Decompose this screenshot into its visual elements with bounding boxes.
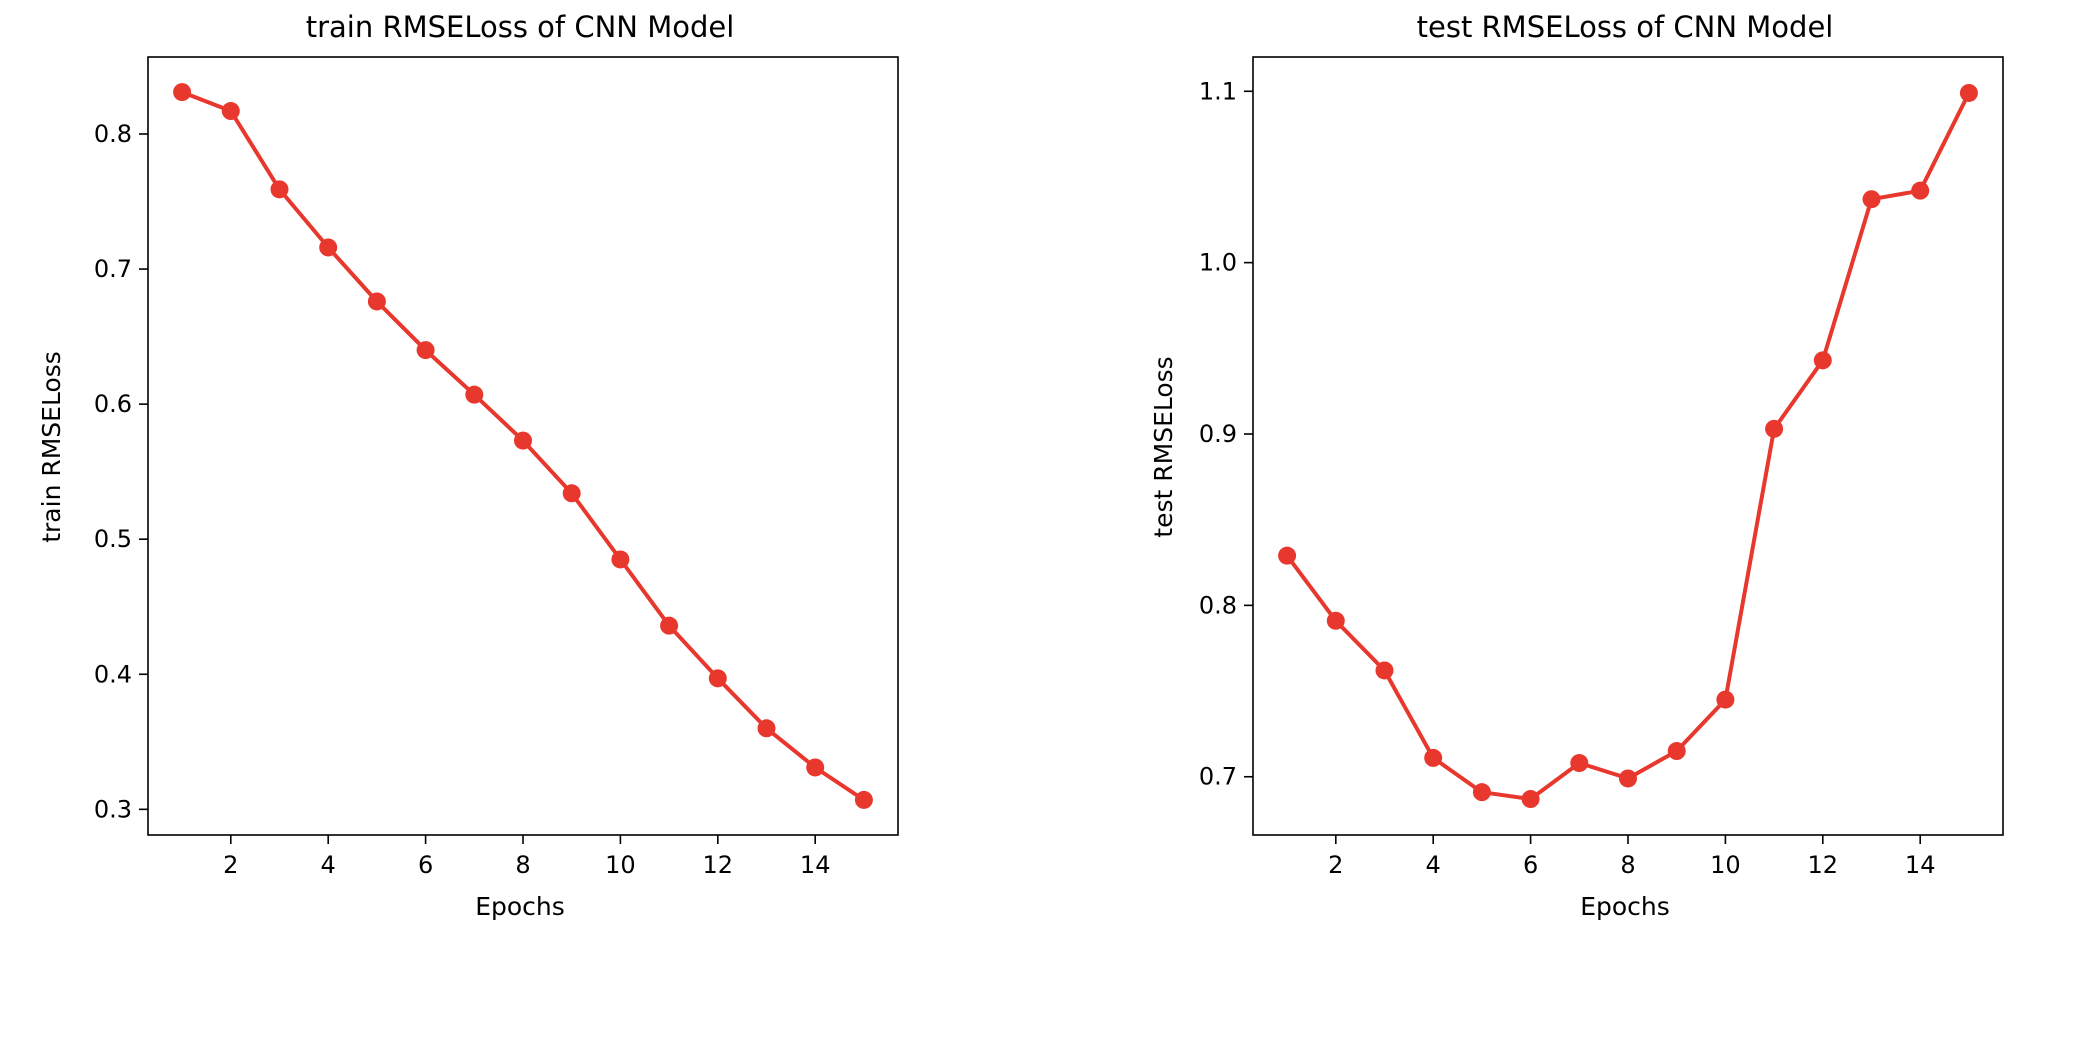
data-point: [1278, 546, 1297, 565]
y-axis-label: test RMSELoss: [1149, 356, 1178, 537]
data-point: [1765, 419, 1784, 438]
data-point: [416, 341, 435, 360]
x-axis-label: Epochs: [475, 892, 565, 921]
x-tick-label: 6: [1523, 851, 1538, 879]
y-tick-label: 0.4: [94, 660, 132, 688]
data-point: [1521, 790, 1540, 809]
data-point: [1424, 748, 1443, 767]
data-point: [757, 719, 776, 738]
x-tick-label: 14: [800, 851, 831, 879]
data-point: [1375, 661, 1394, 680]
y-tick-label: 0.7: [1199, 763, 1237, 791]
x-tick-label: 2: [223, 851, 238, 879]
data-point: [1911, 181, 1930, 200]
data-point: [1813, 351, 1832, 370]
data-point: [1862, 190, 1881, 209]
data-point: [270, 180, 289, 199]
y-tick-label: 0.8: [1199, 591, 1237, 619]
x-axis-label: Epochs: [1580, 892, 1670, 921]
x-tick-label: 12: [1808, 851, 1839, 879]
test-loss-chart: test RMSELoss of CNN Model Epochs test R…: [1149, 10, 2004, 921]
data-point: [221, 102, 240, 121]
data-point: [611, 550, 630, 569]
y-tick-label: 0.5: [94, 525, 132, 553]
data-point: [1570, 754, 1589, 773]
chart-title: train RMSELoss of CNN Model: [306, 10, 735, 44]
y-tick-label: 1.0: [1199, 249, 1237, 277]
plot-area-frame: [1252, 56, 2004, 836]
data-point: [173, 83, 192, 102]
x-tick-label: 10: [1710, 851, 1741, 879]
data-point: [465, 385, 484, 404]
x-tick-label: 2: [1328, 851, 1343, 879]
y-tick-label: 1.1: [1199, 77, 1237, 105]
data-point: [319, 238, 338, 257]
data-point: [562, 484, 581, 503]
data-point: [514, 431, 532, 450]
train-loss-chart: train RMSELoss of CNN Model Epochs train…: [37, 10, 899, 921]
y-tick-label: 0.9: [1199, 420, 1237, 448]
x-tick-label: 14: [1905, 851, 1936, 879]
x-tick-label: 4: [1426, 851, 1441, 879]
x-tick-label: 10: [605, 851, 636, 879]
data-point: [806, 758, 825, 777]
x-tick-label: 8: [515, 851, 530, 879]
data-point: [1619, 769, 1637, 788]
data-point: [1472, 783, 1491, 802]
y-tick-label: 0.8: [94, 120, 132, 148]
y-axis-label: train RMSELoss: [37, 351, 66, 543]
x-tick-label: 12: [703, 851, 734, 879]
data-point: [660, 616, 679, 635]
data-point: [1959, 83, 1978, 102]
x-tick-label: 6: [418, 851, 433, 879]
data-point: [854, 790, 873, 809]
y-tick-label: 0.3: [94, 795, 132, 823]
chart-title: test RMSELoss of CNN Model: [1417, 10, 1834, 44]
x-tick-label: 8: [1620, 851, 1635, 879]
x-tick-label: 4: [321, 851, 336, 879]
y-tick-label: 0.7: [94, 255, 132, 283]
data-point: [367, 292, 386, 311]
data-point: [1716, 690, 1735, 709]
data-point: [708, 669, 727, 688]
data-point: [1667, 742, 1686, 761]
y-tick-label: 0.6: [94, 390, 132, 418]
data-point: [1326, 611, 1345, 630]
